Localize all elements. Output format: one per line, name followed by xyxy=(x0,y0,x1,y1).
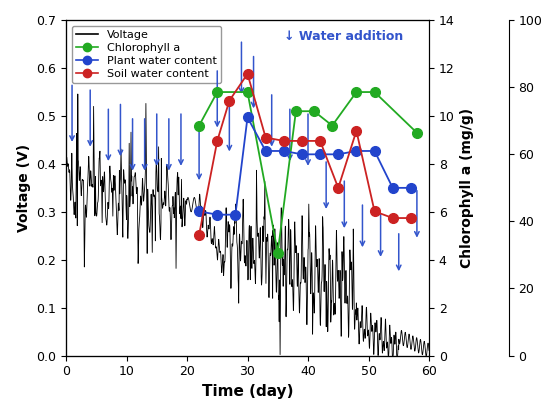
Y-axis label: Voltage (V): Voltage (V) xyxy=(16,144,31,232)
X-axis label: Time (day): Time (day) xyxy=(202,384,293,399)
Y-axis label: Water content (%): Water content (%) xyxy=(548,116,550,260)
Y-axis label: Chlorophyll a (mg/g): Chlorophyll a (mg/g) xyxy=(460,108,474,268)
Text: ↓ Water addition: ↓ Water addition xyxy=(284,30,403,43)
Legend: Voltage, Chlorophyll a, Plant water content, Soil water content: Voltage, Chlorophyll a, Plant water cont… xyxy=(72,26,222,83)
